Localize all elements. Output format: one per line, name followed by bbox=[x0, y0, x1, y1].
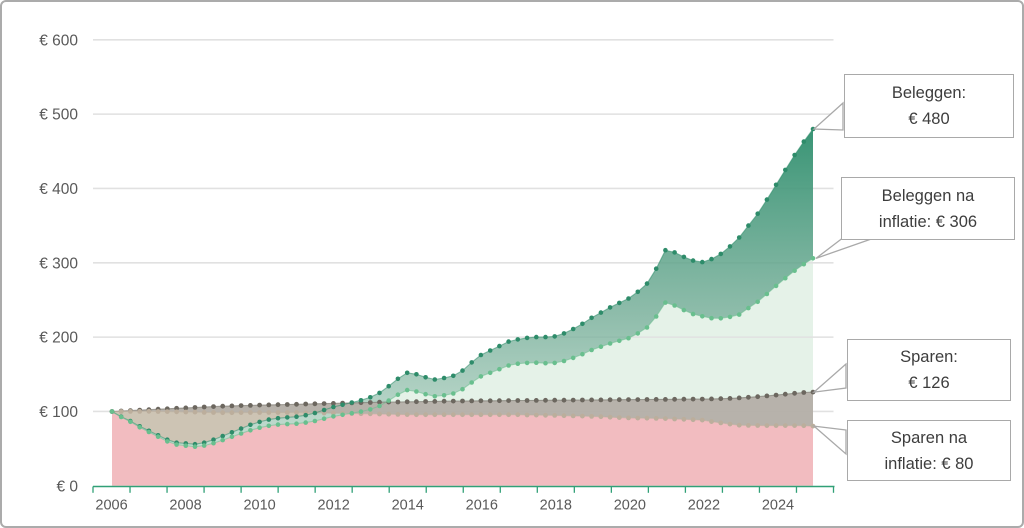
chart-area-fills bbox=[112, 258, 813, 412]
svg-text:2010: 2010 bbox=[243, 497, 275, 513]
callout-beleggen-na-inflatie-line1: Beleggen na bbox=[881, 186, 975, 205]
svg-text:2018: 2018 bbox=[540, 497, 572, 513]
svg-text:€ 0: € 0 bbox=[56, 478, 78, 495]
svg-text:2016: 2016 bbox=[466, 497, 498, 513]
svg-text:€ 100: € 100 bbox=[39, 404, 78, 421]
svg-text:2008: 2008 bbox=[169, 497, 201, 513]
callout-beleggen-na-inflatie-line2: inflatie: € 306 bbox=[878, 212, 978, 231]
svg-text:€ 200: € 200 bbox=[39, 330, 78, 347]
svg-text:2012: 2012 bbox=[318, 497, 350, 513]
callout-beleggen-line2: € 480 bbox=[908, 110, 950, 128]
svg-text:2024: 2024 bbox=[762, 497, 794, 513]
x-axis: 2006 2008 2010 2012 2014 2016 2018 2020 2022 2024 bbox=[92, 485, 835, 513]
callout-beleggen: Beleggen: € 480 bbox=[844, 74, 1014, 138]
svg-text:2014: 2014 bbox=[392, 497, 424, 513]
y-axis-labels: € 0 € 100 € 200 € 300 € 400 € 500 € 600 bbox=[39, 32, 78, 495]
chart-area-fills-upper bbox=[112, 129, 813, 486]
callout-leader-wedges bbox=[811, 101, 878, 456]
svg-text:2022: 2022 bbox=[688, 497, 720, 513]
callout-sparen-line2: € 126 bbox=[908, 374, 950, 392]
callout-sparen: Sparen: € 126 bbox=[847, 339, 1011, 401]
series-beleggen-na-inflatie bbox=[109, 255, 816, 450]
svg-text:€ 300: € 300 bbox=[39, 255, 78, 272]
svg-text:€ 400: € 400 bbox=[39, 181, 78, 198]
callout-beleggen-na-inflatie: Beleggen na inflatie: € 306 bbox=[841, 177, 1015, 240]
svg-text:€ 600: € 600 bbox=[39, 32, 78, 49]
callout-beleggen-line1: Beleggen: bbox=[891, 84, 967, 102]
callout-sparen-na-inflatie: Sparen na inflatie: € 80 bbox=[847, 420, 1011, 481]
svg-text:2006: 2006 bbox=[95, 497, 127, 513]
callout-sparen-na-inflatie-line1: Sparen na bbox=[890, 428, 968, 447]
svg-text:2020: 2020 bbox=[614, 497, 646, 513]
callout-sparen-na-inflatie-line2: inflatie: € 80 bbox=[884, 454, 974, 473]
svg-text:€ 500: € 500 bbox=[39, 107, 78, 124]
callout-sparen-line1: Sparen: bbox=[900, 348, 958, 366]
